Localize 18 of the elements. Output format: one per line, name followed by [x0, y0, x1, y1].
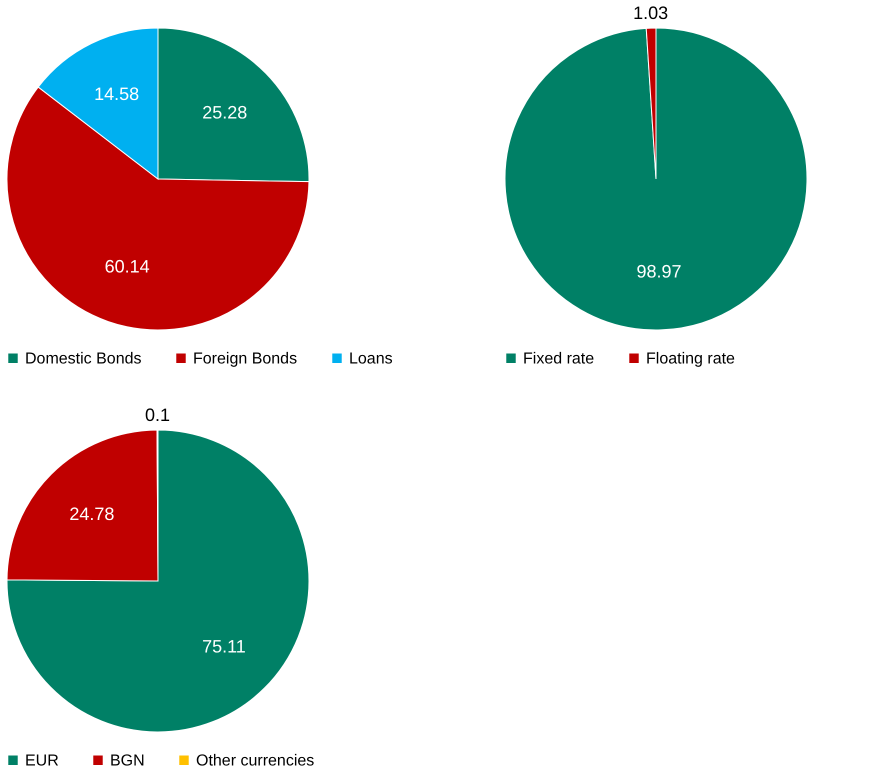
legend-label: Floating rate: [646, 350, 736, 368]
pie-slice: [6, 430, 310, 732]
data-label: 75.11: [202, 636, 246, 656]
legend-label: EUR: [25, 752, 59, 770]
data-label: 0.1: [144, 405, 170, 425]
data-label: 25.28: [202, 102, 248, 122]
data-label: 14.58: [94, 84, 140, 104]
legend-label: BGN: [110, 752, 145, 770]
data-label: 1.03: [633, 3, 668, 24]
legend-label: Foreign Bonds: [193, 350, 298, 368]
legend-label: Domestic Bonds: [25, 350, 142, 368]
data-label: 24.78: [69, 504, 114, 524]
pie-slice: [504, 28, 808, 330]
legend-label: Loans: [349, 350, 393, 368]
legend-label: Other currencies: [196, 752, 314, 770]
data-label: 60.14: [104, 256, 150, 276]
legend-label: Fixed rate: [523, 350, 594, 368]
data-label: 98.97: [636, 262, 682, 282]
